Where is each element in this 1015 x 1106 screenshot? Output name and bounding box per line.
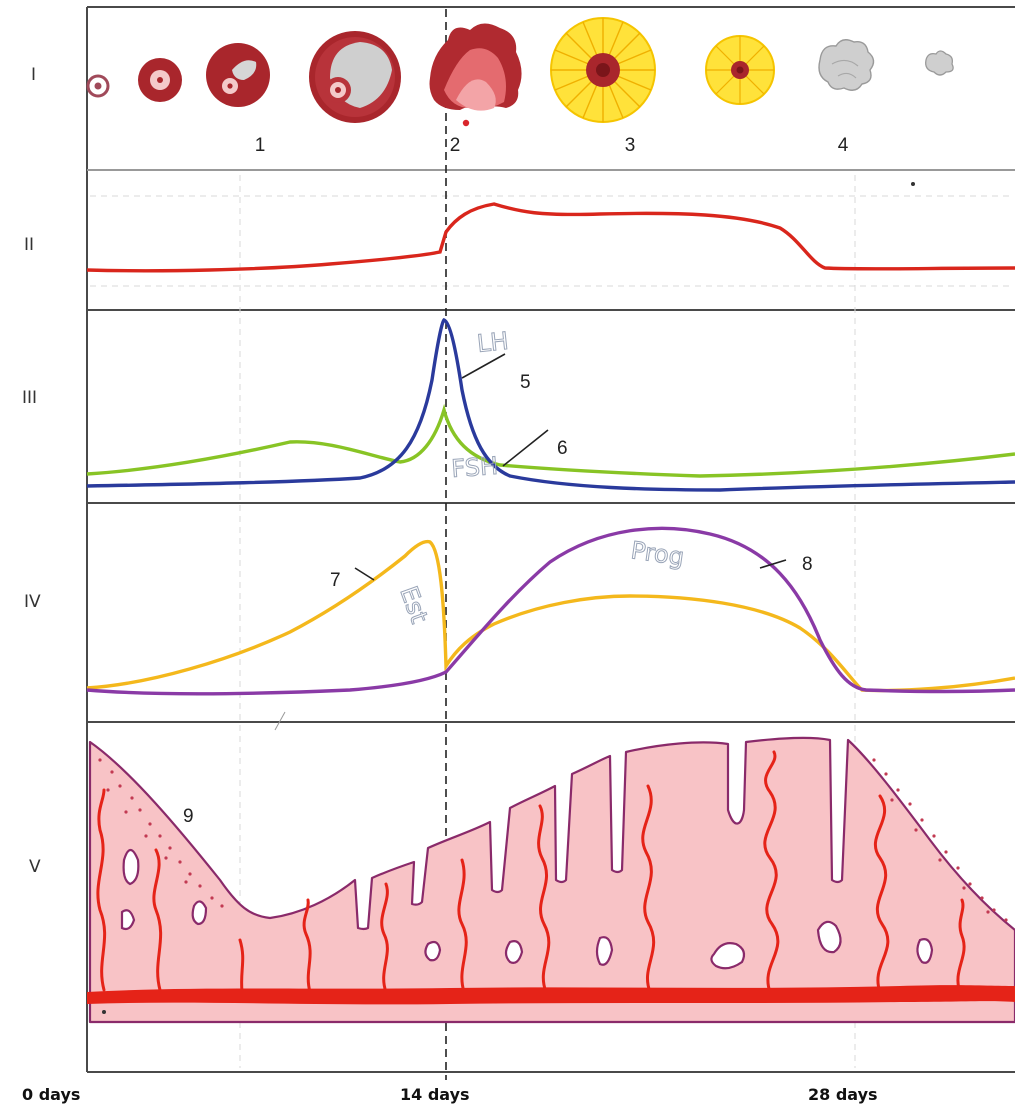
spiral-arteries (96, 750, 966, 994)
regressing-corpus-luteum-icon (705, 35, 775, 105)
x-axis-label-start: 0 days (22, 1085, 80, 1104)
graafian-follicle-icon (309, 31, 401, 123)
panel-label-ii: II (24, 235, 34, 255)
ovarian-cycle-panel: 1 2 3 4 (86, 17, 954, 156)
ruptured-follicle-icon (429, 23, 522, 127)
panel-label-i: I (31, 65, 36, 85)
callout-6: 6 (557, 438, 568, 459)
callout-8-leader (759, 559, 787, 569)
fsh-curve (86, 403, 1015, 478)
callout-4: 4 (838, 135, 849, 156)
basal-temperature-curve (86, 202, 1015, 273)
guide-lines (90, 175, 1012, 1068)
x-axis-label-mid: 14 days (400, 1085, 470, 1104)
primary-follicle-icon (138, 58, 182, 102)
pencil-note-lh: LH (476, 327, 510, 358)
stray-dot-lower (102, 1010, 106, 1014)
basal-layer (87, 985, 1015, 1005)
callout-6-leader (502, 429, 549, 467)
callout-1: 1 (255, 135, 266, 156)
pencil-note-prog: Prog (629, 536, 686, 571)
estrogen-curve (86, 539, 1015, 693)
callout-7: 7 (330, 570, 341, 591)
pencil-note-fsh: FSH (450, 452, 499, 483)
menstrual-shedding-dots (98, 758, 1008, 922)
callout-5: 5 (520, 372, 531, 393)
callout-9: 9 (183, 806, 194, 827)
callout-3: 3 (625, 135, 636, 156)
endometrium-tissue (88, 736, 1015, 1024)
callout-8: 8 (802, 554, 813, 575)
gland-lumens (120, 848, 934, 970)
corpus-albicans-icon (818, 39, 875, 91)
panel-label-iv: IV (24, 592, 41, 612)
endometrium-panel: 9 (87, 736, 1015, 1024)
panel-frame (86, 6, 1015, 1073)
panel-label-v: V (29, 857, 41, 877)
stray-dot (911, 182, 915, 186)
primordial-follicle-icon (86, 74, 110, 98)
callout-7-leader (354, 567, 375, 581)
callout-5-leader (461, 353, 506, 379)
callout-2: 2 (450, 135, 461, 156)
secondary-follicle-icon (206, 43, 270, 107)
x-axis-label-end: 28 days (808, 1085, 878, 1104)
pencil-note-est: Est (394, 582, 433, 626)
corpus-luteum-icon (550, 17, 656, 123)
small-corpus-albicans-icon (925, 50, 954, 76)
progesterone-curve (86, 526, 1015, 696)
pencil-stroke (274, 711, 286, 731)
lh-curve (86, 318, 1015, 492)
panel-label-iii: III (22, 388, 37, 408)
